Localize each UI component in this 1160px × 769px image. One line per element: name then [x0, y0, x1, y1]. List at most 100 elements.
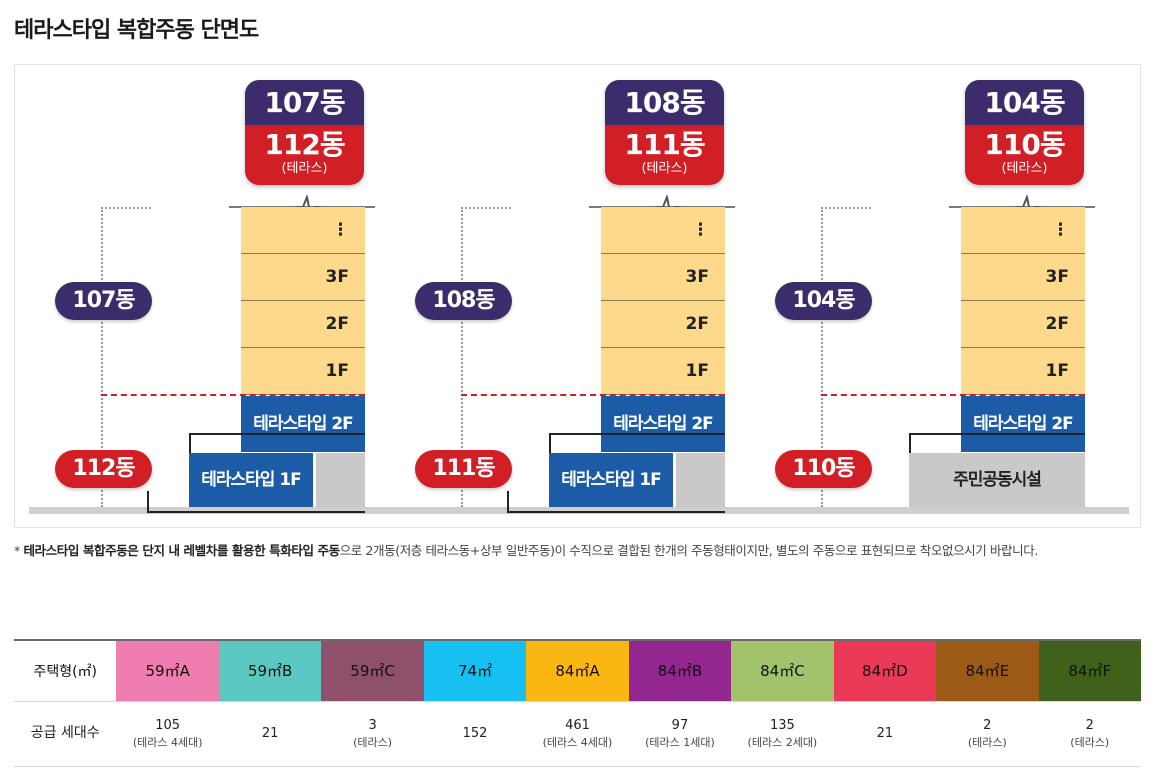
- service-block: [316, 453, 365, 507]
- unit-count-cell: 105 (테라스 4세대): [116, 701, 219, 767]
- floor-label: 3F: [241, 254, 365, 301]
- community-facility-block: 주민공동시설: [909, 453, 1085, 507]
- unit-count-note: (테라스): [967, 735, 1007, 749]
- building-section: 104동 110동 (테라스) 104동 110동 ⋮ 3F 2F 1F 테라스타입 2F 주민공동…: [735, 65, 1095, 529]
- unit-type-cell: 59㎡B: [218, 639, 322, 702]
- terrace-bracket-left: [909, 433, 911, 453]
- upper-level-dash: [461, 207, 511, 209]
- unit-type-cell: 84㎡C: [731, 639, 834, 702]
- tag-upper-building: 107동: [245, 80, 364, 125]
- unit-count-cell: 21: [833, 701, 937, 767]
- floor-label: ⋮: [241, 207, 365, 254]
- unit-type-cell: 74㎡: [423, 639, 527, 702]
- unit-count-value: 105: [155, 717, 181, 733]
- unit-count-cell: 21: [218, 701, 322, 767]
- level-dash-line: [461, 207, 463, 507]
- unit-count-value: 135: [769, 717, 795, 733]
- unit-count-cell: 3 (테라스): [321, 701, 424, 767]
- ground-bracket-left: [147, 491, 149, 513]
- terrace-2f-block: 테라스타입 2F: [961, 396, 1085, 452]
- terrace-bracket-top: [549, 433, 725, 435]
- tag-lower-sub: (테라스): [281, 161, 328, 176]
- ground-bracket-bottom: [147, 511, 365, 513]
- unit-count-cell: 135 (테라스 2세대): [731, 701, 834, 767]
- tag-lower-name: 110동: [984, 128, 1065, 161]
- tag-lower-name: 111동: [624, 128, 705, 161]
- unit-count-note: (테라스 1세대): [645, 735, 715, 749]
- floor-label: 3F: [601, 254, 725, 301]
- unit-count-cell: 2 (테라스): [936, 701, 1039, 767]
- service-block: [676, 453, 725, 507]
- unit-count-note: (테라스 4세대): [132, 735, 203, 749]
- lower-building-pill: 110동: [775, 450, 872, 488]
- terrace-bracket-top: [189, 433, 365, 435]
- floor-label: 2F: [601, 301, 725, 348]
- terrace-2f-block: 테라스타입 2F: [601, 396, 725, 452]
- unit-type-table: 주택형(㎡) 59㎡A 59㎡B 59㎡C 74㎡ 84㎡A 84㎡B 84㎡C 84㎡D 84…: [14, 639, 1141, 767]
- unit-count-value: 461: [565, 717, 590, 733]
- floor-label: ⋮: [601, 207, 725, 254]
- unit-count-value: 21: [876, 726, 894, 741]
- unit-count-value: 3: [368, 717, 377, 733]
- unit-count-value: 152: [462, 726, 488, 741]
- unit-type-cell: 84㎡E: [936, 639, 1039, 702]
- floor-label: 3F: [961, 254, 1085, 301]
- building-tag: 104동 110동 (테라스): [965, 80, 1084, 185]
- terrace-2f-block: 테라스타입 2F: [241, 396, 365, 452]
- unit-count-value: 2: [983, 717, 992, 733]
- unit-type-cell: 84㎡D: [833, 639, 937, 702]
- floor-label: 1F: [241, 348, 365, 395]
- terrace-1f-block: 테라스타입 1F: [189, 453, 313, 507]
- terrace-bracket-top: [909, 433, 1085, 435]
- unit-count-note: (테라스 4세대): [542, 735, 613, 749]
- tag-lower-building: 111동 (테라스): [605, 125, 724, 185]
- unit-type-cell: 84㎡A: [526, 639, 629, 702]
- level-boundary-line: [461, 394, 725, 396]
- unit-type-cell: 59㎡A: [116, 639, 219, 702]
- tag-lower-sub: (테라스): [641, 161, 688, 176]
- footnote-bold: 테라스타입 복합주동은 단지 내 레벨차를 활용한 특화타입 주동: [23, 543, 340, 558]
- upper-level-dash: [101, 207, 151, 209]
- tag-lower-name: 112동: [264, 128, 345, 161]
- unit-count-note: (테라스): [353, 735, 393, 749]
- upper-building-pill: 107동: [55, 282, 152, 320]
- unit-count-cell: 2 (테라스): [1038, 701, 1141, 767]
- unit-type-cell: 84㎡F: [1038, 639, 1141, 702]
- level-boundary-line: [821, 394, 1085, 396]
- upper-level-dash: [821, 207, 871, 209]
- page-title: 테라스타입 복합주동 단면도: [14, 18, 259, 43]
- ground-bracket-left: [507, 491, 509, 513]
- upper-tower: ⋮ 3F 2F 1F: [601, 207, 725, 395]
- footnote: * 테라스타입 복합주동은 단지 내 레벨차를 활용한 특화타입 주동으로 2개…: [14, 541, 1144, 560]
- tag-lower-building: 110동 (테라스): [965, 125, 1084, 185]
- floor-label: ⋮: [961, 207, 1085, 254]
- unit-count-cell: 152: [423, 701, 527, 767]
- unit-count-value: 2: [1085, 717, 1094, 733]
- upper-tower: ⋮ 3F 2F 1F: [961, 207, 1085, 395]
- floor-label: 2F: [241, 301, 365, 348]
- building-section: 107동 112동 (테라스) 107동 112동 ⋮ 3F 2F 1F 테라스타입 2F 테라스타…: [15, 65, 375, 529]
- level-dash-line: [101, 207, 103, 507]
- terrace-bracket-left: [549, 433, 551, 453]
- section-diagram: 107동 112동 (테라스) 107동 112동 ⋮ 3F 2F 1F 테라스타입 2F 테라스타…: [14, 64, 1141, 528]
- terrace-bracket-left: [189, 433, 191, 453]
- terrace-1f-block: 테라스타입 1F: [549, 453, 673, 507]
- building-tag: 107동 112동 (테라스): [245, 80, 364, 185]
- tag-upper-building: 104동: [965, 80, 1084, 125]
- ground-bracket-bottom: [507, 511, 725, 513]
- unit-count-note: (테라스): [1070, 735, 1110, 749]
- building-tag: 108동 111동 (테라스): [605, 80, 724, 185]
- floor-label: 1F: [961, 348, 1085, 395]
- level-dash-line: [821, 207, 823, 507]
- tag-lower-sub: (테라스): [1001, 161, 1048, 176]
- level-boundary-line: [101, 394, 365, 396]
- floor-label: 1F: [601, 348, 725, 395]
- floor-label: 2F: [961, 301, 1085, 348]
- tag-upper-building: 108동: [605, 80, 724, 125]
- upper-tower: ⋮ 3F 2F 1F: [241, 207, 365, 395]
- lower-building-pill: 111동: [415, 450, 512, 488]
- footnote-prefix: *: [14, 543, 24, 558]
- upper-building-pill: 108동: [415, 282, 512, 320]
- unit-type-row: 주택형(㎡) 59㎡A 59㎡B 59㎡C 74㎡ 84㎡A 84㎡B 84㎡C 84㎡D 84…: [14, 639, 1141, 702]
- unit-type-cell: 84㎡B: [628, 639, 732, 702]
